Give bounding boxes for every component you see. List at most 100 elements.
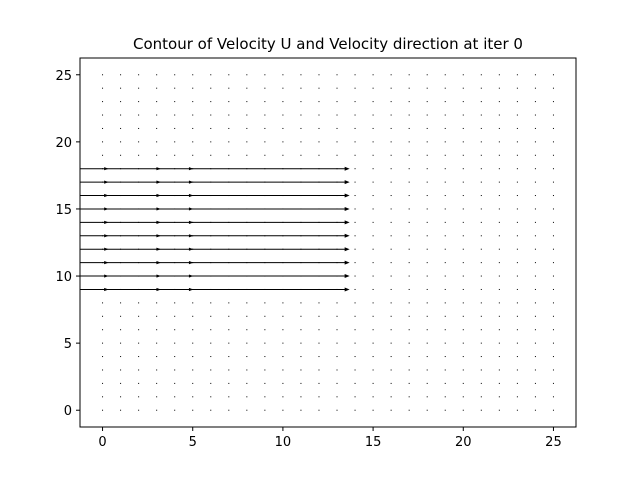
grid-point bbox=[300, 342, 302, 344]
grid-point bbox=[480, 208, 482, 210]
grid-point bbox=[462, 248, 464, 250]
grid-point bbox=[462, 87, 464, 89]
grid-point bbox=[444, 369, 446, 371]
grid-point bbox=[480, 315, 482, 317]
velocity-arrow-marker bbox=[104, 247, 109, 251]
grid-point bbox=[318, 382, 320, 384]
grid-point bbox=[516, 288, 518, 290]
grid-point bbox=[354, 114, 356, 116]
grid-point bbox=[534, 221, 536, 223]
grid-point bbox=[120, 141, 122, 143]
grid-point bbox=[318, 369, 320, 371]
grid-point bbox=[354, 315, 356, 317]
grid-point bbox=[354, 248, 356, 250]
grid-point bbox=[516, 262, 518, 264]
grid-point bbox=[228, 74, 230, 76]
grid-point bbox=[480, 168, 482, 170]
grid-point bbox=[174, 342, 176, 344]
grid-point bbox=[300, 154, 302, 156]
grid-point bbox=[408, 141, 410, 143]
grid-point bbox=[300, 141, 302, 143]
grid-point bbox=[480, 329, 482, 331]
grid-point bbox=[336, 315, 338, 317]
grid-point bbox=[552, 127, 554, 129]
grid-point bbox=[336, 369, 338, 371]
grid-point bbox=[372, 181, 374, 183]
grid-point bbox=[354, 369, 356, 371]
grid-point bbox=[552, 101, 554, 103]
grid-point bbox=[192, 114, 194, 116]
grid-point bbox=[174, 154, 176, 156]
grid-point bbox=[210, 342, 212, 344]
grid-point bbox=[534, 195, 536, 197]
grid-point bbox=[120, 369, 122, 371]
grid-point bbox=[138, 127, 140, 129]
grid-point bbox=[246, 127, 248, 129]
grid-point bbox=[390, 208, 392, 210]
grid-point bbox=[354, 342, 356, 344]
grid-point bbox=[444, 101, 446, 103]
grid-point bbox=[246, 87, 248, 89]
grid-point bbox=[516, 168, 518, 170]
grid-point bbox=[300, 329, 302, 331]
y-tick-label: 0 bbox=[64, 404, 72, 419]
grid-point bbox=[210, 409, 212, 411]
grid-point bbox=[444, 154, 446, 156]
grid-point bbox=[444, 208, 446, 210]
velocity-arrow-head bbox=[344, 247, 350, 252]
grid-point bbox=[246, 302, 248, 304]
grid-point bbox=[462, 329, 464, 331]
grid-point bbox=[318, 101, 320, 103]
grid-point bbox=[516, 396, 518, 398]
grid-point bbox=[354, 262, 356, 264]
grid-point bbox=[462, 288, 464, 290]
grid-point bbox=[246, 342, 248, 344]
grid-point bbox=[426, 127, 428, 129]
grid-point bbox=[156, 154, 158, 156]
grid-point bbox=[354, 127, 356, 129]
grid-point bbox=[372, 101, 374, 103]
grid-point bbox=[462, 262, 464, 264]
grid-point bbox=[120, 315, 122, 317]
grid-point bbox=[174, 329, 176, 331]
grid-point bbox=[390, 369, 392, 371]
grid-point bbox=[354, 396, 356, 398]
grid-point bbox=[534, 181, 536, 183]
grid-point bbox=[102, 409, 104, 411]
grid-point bbox=[102, 74, 104, 76]
grid-point bbox=[480, 114, 482, 116]
grid-point bbox=[462, 342, 464, 344]
grid-point bbox=[444, 195, 446, 197]
grid-point bbox=[372, 74, 374, 76]
velocity-arrow-marker bbox=[156, 247, 161, 251]
grid-point bbox=[174, 302, 176, 304]
velocity-arrow-marker bbox=[104, 234, 109, 238]
grid-point bbox=[552, 114, 554, 116]
velocity-arrow-marker bbox=[188, 287, 194, 292]
grid-point bbox=[210, 302, 212, 304]
velocity-arrow-marker bbox=[188, 274, 194, 278]
grid-point bbox=[462, 127, 464, 129]
velocity-arrow-marker bbox=[188, 193, 194, 198]
chart-title: Contour of Velocity U and Velocity direc… bbox=[133, 35, 523, 53]
grid-point bbox=[480, 101, 482, 103]
grid-point bbox=[210, 87, 212, 89]
grid-point bbox=[282, 342, 284, 344]
grid-point bbox=[282, 356, 284, 358]
grid-point bbox=[390, 74, 392, 76]
grid-point bbox=[516, 275, 518, 277]
velocity-arrow-marker bbox=[156, 274, 161, 278]
grid-point bbox=[498, 342, 500, 344]
grid-point bbox=[426, 181, 428, 183]
grid-point bbox=[426, 356, 428, 358]
grid-point bbox=[498, 369, 500, 371]
grid-point bbox=[174, 87, 176, 89]
grid-point bbox=[444, 262, 446, 264]
grid-point bbox=[534, 315, 536, 317]
grid-point bbox=[390, 329, 392, 331]
grid-point bbox=[534, 248, 536, 250]
grid-point bbox=[264, 302, 266, 304]
grid-point bbox=[138, 114, 140, 116]
grid-point bbox=[534, 168, 536, 170]
grid-point bbox=[192, 342, 194, 344]
